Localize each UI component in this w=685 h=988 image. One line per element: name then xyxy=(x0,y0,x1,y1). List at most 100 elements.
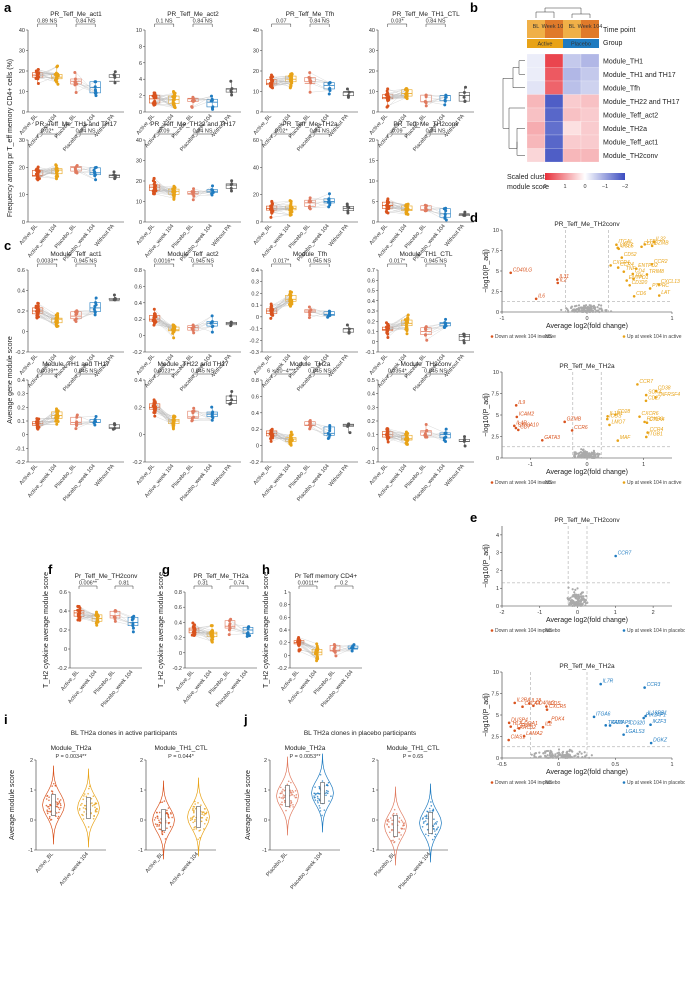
sig-bracket xyxy=(387,263,408,267)
violin-point xyxy=(278,796,281,799)
paired-line xyxy=(425,100,446,103)
down-point xyxy=(563,420,566,424)
violin-i0: Module_TH2a P = 0.0034** -1 0 1 2 Active_BL Act… xyxy=(28,745,106,887)
violin-point xyxy=(88,787,90,790)
paired-line xyxy=(154,103,174,108)
volcano-x-label: Average log2(fold change) xyxy=(546,617,628,624)
panel-letter-g: g xyxy=(162,562,170,577)
y-tick-label: -1 xyxy=(370,848,375,854)
ns-point xyxy=(604,309,607,312)
scale-tick-label: −2 xyxy=(622,184,628,190)
y-tick-label: 2 xyxy=(140,758,143,764)
y-tick-label: -0.1 xyxy=(250,327,259,333)
data-point xyxy=(56,64,60,68)
violin-point xyxy=(292,791,295,793)
violin-point xyxy=(435,823,438,825)
data-point xyxy=(73,71,77,75)
down-point xyxy=(521,705,524,709)
violin-point xyxy=(400,819,403,822)
data-point xyxy=(94,178,98,182)
violin-point xyxy=(422,822,425,824)
sig-bracket xyxy=(309,263,330,267)
group-cell-active xyxy=(527,39,563,48)
paired-line xyxy=(387,198,407,209)
paired-line xyxy=(425,96,446,101)
y-tick-label: 0.2 xyxy=(251,427,259,433)
time-point-cell xyxy=(545,20,563,38)
data-point xyxy=(112,173,116,177)
ns-point xyxy=(582,448,585,451)
data-point xyxy=(112,73,116,77)
paired-line xyxy=(387,433,407,439)
gene-label-down: CD7 xyxy=(520,424,530,430)
data-point xyxy=(94,165,98,169)
violin-point xyxy=(94,809,97,812)
y-tick-label: 4 xyxy=(139,77,142,83)
sig-bracket xyxy=(309,133,330,137)
paired-line xyxy=(154,319,174,330)
paired-line xyxy=(229,633,249,635)
paired-line xyxy=(309,310,330,313)
paired-line xyxy=(309,79,330,91)
violin-point xyxy=(314,786,316,788)
paired-line xyxy=(37,74,57,81)
x-tick-label: Active_BL xyxy=(136,223,157,246)
data-point xyxy=(113,426,117,430)
row-dendrogram xyxy=(502,60,525,156)
p-value-label: 0.84 NS xyxy=(76,19,96,25)
violin-point xyxy=(290,802,292,805)
paired-line xyxy=(37,166,57,172)
violin-box xyxy=(86,797,91,819)
paired-line xyxy=(271,429,291,441)
down-point xyxy=(517,727,521,730)
y-tick-label: 0.2 xyxy=(279,641,287,647)
subplot-title: Module_TH2conv xyxy=(401,361,453,368)
data-point xyxy=(347,330,351,334)
data-point xyxy=(229,394,233,398)
data-point xyxy=(191,198,195,202)
gene-label-down: DUSP4 xyxy=(511,717,528,723)
paired-line xyxy=(154,178,174,199)
ns-point xyxy=(533,754,536,757)
paired-line xyxy=(271,207,291,210)
data-point xyxy=(308,198,312,202)
up-point xyxy=(592,715,596,719)
ns-point xyxy=(576,599,580,602)
data-point xyxy=(75,413,79,417)
scale-title-2: module score xyxy=(507,184,549,191)
y-tick-label: 2 xyxy=(30,758,33,764)
gene-label-up: IL1R1 xyxy=(610,411,624,417)
gene-label-down: CXCR5 xyxy=(549,704,566,710)
paired-line xyxy=(193,626,213,643)
sig-bracket xyxy=(425,133,446,137)
violin-point xyxy=(423,820,425,823)
data-point xyxy=(210,330,214,334)
volcano-y-label: −log10(P_adj) xyxy=(483,393,490,437)
ns-point xyxy=(566,308,569,311)
subplot-a-2: PR_Teff_Me_Tfh 0 10 20 30 40 0.07 0.84 NS Active… xyxy=(253,11,358,153)
ns-point xyxy=(571,595,574,598)
paired-line xyxy=(387,328,407,330)
gene-label-up: CD4 xyxy=(635,268,645,274)
paired-line xyxy=(78,606,98,622)
paired-line xyxy=(309,311,330,318)
down-point xyxy=(528,702,531,705)
ns-point xyxy=(542,752,545,755)
violin-point xyxy=(90,797,93,800)
paired-line xyxy=(271,209,291,211)
ns-point xyxy=(574,451,577,454)
gene-label-up: IL18RB1 xyxy=(648,711,668,717)
ns-point xyxy=(594,454,597,457)
paired-line xyxy=(271,75,291,82)
data-point xyxy=(246,631,250,635)
violin-point xyxy=(55,805,58,808)
paired-line xyxy=(37,170,57,175)
violin-point xyxy=(78,807,81,810)
y-tick-label: 0.6 xyxy=(367,278,375,284)
paired-line xyxy=(271,434,291,445)
data-point xyxy=(386,440,390,444)
paired-line xyxy=(154,404,174,427)
down-point xyxy=(547,720,551,724)
violin-point xyxy=(391,819,393,822)
data-point xyxy=(315,642,319,646)
